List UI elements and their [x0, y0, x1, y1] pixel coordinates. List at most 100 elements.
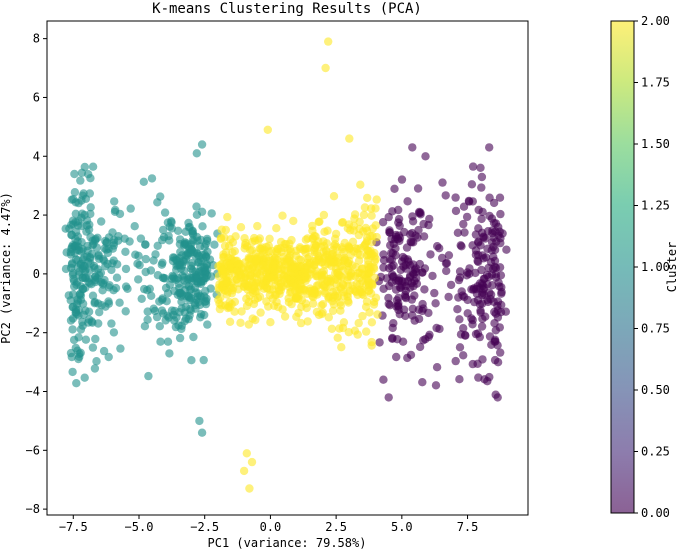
data-point: [367, 204, 376, 213]
data-point: [320, 252, 330, 261]
data-point: [284, 298, 294, 307]
data-point: [121, 307, 130, 316]
data-point: [92, 357, 101, 366]
data-point: [82, 221, 91, 230]
x-axis-label: PC1 (variance: 79.58%): [208, 536, 367, 550]
data-point: [319, 241, 329, 251]
outlier-point: [245, 484, 254, 493]
data-point: [435, 324, 444, 334]
data-point: [370, 257, 379, 266]
data-point: [263, 261, 272, 271]
data-point: [359, 241, 369, 251]
data-point: [303, 317, 312, 326]
data-point: [187, 356, 196, 365]
data-point: [251, 315, 260, 325]
data-point: [301, 299, 310, 308]
data-point: [444, 292, 453, 302]
data-point: [87, 317, 97, 326]
data-point: [80, 162, 90, 172]
data-point: [244, 253, 253, 263]
data-point: [403, 353, 412, 363]
outlier-point: [321, 63, 330, 73]
data-point: [497, 283, 506, 292]
data-point: [408, 217, 418, 226]
data-point: [163, 311, 172, 320]
data-point: [73, 295, 82, 304]
data-point: [431, 299, 440, 308]
data-point: [460, 228, 469, 237]
data-point: [177, 304, 186, 313]
data-point: [360, 203, 370, 212]
data-point: [203, 320, 212, 329]
data-point: [370, 273, 379, 283]
data-point: [356, 250, 365, 260]
data-point: [478, 207, 487, 217]
data-point: [485, 143, 494, 152]
data-point: [88, 291, 98, 300]
colorbar-tick-label: 0.75: [641, 322, 670, 336]
data-point: [104, 352, 113, 362]
data-point: [490, 337, 499, 346]
data-point: [78, 317, 87, 327]
data-point: [99, 278, 108, 288]
data-point: [68, 325, 77, 334]
data-point: [157, 260, 166, 269]
data-point: [441, 191, 450, 200]
data-point: [68, 367, 77, 377]
data-point: [201, 296, 211, 306]
data-point: [88, 343, 98, 352]
data-point: [319, 210, 329, 220]
data-point: [140, 322, 150, 331]
data-point: [126, 204, 135, 213]
data-point: [188, 230, 198, 239]
data-point: [121, 282, 131, 291]
data-point: [104, 244, 113, 253]
data-point: [384, 293, 393, 303]
x-tick-label: −5.0: [125, 520, 154, 534]
data-point: [206, 284, 215, 293]
data-point: [474, 237, 483, 246]
data-point: [199, 355, 208, 365]
data-point: [71, 308, 80, 317]
data-point: [471, 230, 481, 239]
x-tick-label: 7.5: [457, 520, 479, 534]
data-point: [455, 343, 465, 352]
data-point: [320, 227, 329, 236]
outlier-point: [247, 457, 257, 467]
data-point: [234, 259, 243, 269]
data-point: [190, 298, 199, 308]
data-point: [333, 292, 343, 301]
data-point: [325, 292, 334, 301]
data-point: [158, 235, 167, 245]
data-point: [487, 270, 497, 279]
data-point: [278, 305, 287, 314]
data-point: [495, 263, 505, 272]
data-point: [90, 364, 100, 373]
data-point: [459, 351, 468, 360]
data-point: [453, 228, 463, 237]
data-point: [272, 224, 281, 233]
data-point: [80, 373, 89, 382]
data-point: [350, 326, 360, 335]
data-point: [397, 175, 407, 184]
data-point: [169, 272, 178, 282]
data-point: [121, 247, 130, 256]
data-point: [455, 267, 465, 276]
data-point: [333, 333, 342, 342]
y-tick-label: −2: [26, 326, 40, 340]
data-point: [485, 211, 494, 221]
data-point: [265, 234, 274, 243]
data-point: [168, 256, 178, 266]
data-point: [216, 293, 225, 302]
data-point: [343, 258, 353, 268]
data-point: [74, 270, 84, 280]
data-point: [248, 272, 257, 281]
data-point: [184, 293, 194, 302]
data-point: [495, 323, 504, 332]
data-point: [64, 291, 74, 300]
data-point: [433, 242, 442, 251]
data-point: [197, 207, 207, 216]
x-tick-label: 2.5: [325, 520, 347, 534]
data-point: [395, 274, 404, 283]
data-point: [467, 180, 477, 189]
